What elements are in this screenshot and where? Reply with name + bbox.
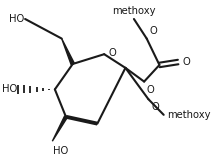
Text: methoxy: methoxy	[112, 6, 156, 16]
Text: HO: HO	[9, 14, 24, 24]
Text: O: O	[149, 26, 157, 36]
Text: HO: HO	[53, 146, 68, 156]
Text: O: O	[147, 85, 155, 96]
Text: O: O	[108, 48, 116, 58]
Polygon shape	[62, 39, 74, 65]
Text: HO: HO	[2, 84, 18, 94]
Polygon shape	[52, 116, 67, 141]
Text: O: O	[182, 57, 190, 67]
Text: methoxy: methoxy	[167, 110, 211, 120]
Text: O: O	[152, 102, 159, 112]
